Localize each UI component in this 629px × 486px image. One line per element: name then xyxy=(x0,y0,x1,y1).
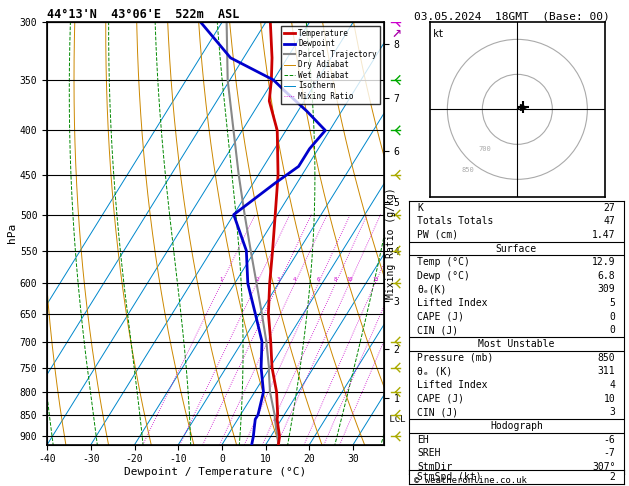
Y-axis label: km
ASL: km ASL xyxy=(410,223,428,244)
Text: Surface: Surface xyxy=(496,243,537,254)
Text: 6.8: 6.8 xyxy=(598,271,615,281)
Text: StmDir: StmDir xyxy=(418,462,453,472)
Text: 850: 850 xyxy=(461,167,474,174)
Text: Most Unstable: Most Unstable xyxy=(478,339,555,349)
Text: 1: 1 xyxy=(220,277,223,282)
Text: Lifted Index: Lifted Index xyxy=(418,298,488,308)
Text: CIN (J): CIN (J) xyxy=(418,407,459,417)
Text: CAPE (J): CAPE (J) xyxy=(418,312,464,322)
Text: 3: 3 xyxy=(277,277,281,282)
Y-axis label: hPa: hPa xyxy=(7,223,17,243)
Text: 2: 2 xyxy=(610,472,615,482)
Text: 4: 4 xyxy=(610,380,615,390)
Text: θₑ (K): θₑ (K) xyxy=(418,366,453,377)
Text: 10: 10 xyxy=(604,394,615,404)
Text: 47: 47 xyxy=(604,216,615,226)
Text: 6: 6 xyxy=(316,277,320,282)
Text: 309: 309 xyxy=(598,284,615,295)
Text: EH: EH xyxy=(418,434,429,445)
Text: 2: 2 xyxy=(255,277,259,282)
Text: StmSpd (kt): StmSpd (kt) xyxy=(418,472,482,482)
Text: -6: -6 xyxy=(604,434,615,445)
Text: © weatheronline.co.uk: © weatheronline.co.uk xyxy=(414,476,526,485)
Text: 700: 700 xyxy=(479,146,492,152)
Text: 03.05.2024  18GMT  (Base: 00): 03.05.2024 18GMT (Base: 00) xyxy=(414,12,610,22)
Text: ↗: ↗ xyxy=(391,23,401,41)
Text: 307°: 307° xyxy=(592,462,615,472)
Text: 8: 8 xyxy=(334,277,337,282)
X-axis label: Dewpoint / Temperature (°C): Dewpoint / Temperature (°C) xyxy=(125,467,306,477)
Text: Totals Totals: Totals Totals xyxy=(418,216,494,226)
Text: 850: 850 xyxy=(598,353,615,363)
Text: PW (cm): PW (cm) xyxy=(418,230,459,240)
Text: K: K xyxy=(418,203,423,212)
Text: Lifted Index: Lifted Index xyxy=(418,380,488,390)
Text: 27: 27 xyxy=(604,203,615,212)
Text: 10: 10 xyxy=(346,277,353,282)
Text: -7: -7 xyxy=(604,449,615,458)
Text: Mixing Ratio (g/kg): Mixing Ratio (g/kg) xyxy=(386,187,396,299)
Text: 1.47: 1.47 xyxy=(592,230,615,240)
Text: Hodograph: Hodograph xyxy=(490,421,543,431)
Text: 44°13'N  43°06'E  522m  ASL: 44°13'N 43°06'E 522m ASL xyxy=(47,8,240,21)
Text: Pressure (mb): Pressure (mb) xyxy=(418,353,494,363)
Text: θₑ(K): θₑ(K) xyxy=(418,284,447,295)
Text: CAPE (J): CAPE (J) xyxy=(418,394,464,404)
Legend: Temperature, Dewpoint, Parcel Trajectory, Dry Adiabat, Wet Adiabat, Isotherm, Mi: Temperature, Dewpoint, Parcel Trajectory… xyxy=(281,26,380,104)
Text: 311: 311 xyxy=(598,366,615,377)
Text: 12.9: 12.9 xyxy=(592,257,615,267)
Text: kt: kt xyxy=(433,29,445,39)
Text: Dewp (°C): Dewp (°C) xyxy=(418,271,470,281)
Text: 3: 3 xyxy=(610,407,615,417)
Text: 4: 4 xyxy=(293,277,296,282)
Text: LCL: LCL xyxy=(384,415,405,424)
Text: CIN (J): CIN (J) xyxy=(418,326,459,335)
Text: Temp (°C): Temp (°C) xyxy=(418,257,470,267)
Text: 0: 0 xyxy=(610,326,615,335)
Text: 5: 5 xyxy=(610,298,615,308)
Text: 0: 0 xyxy=(610,312,615,322)
Text: SREH: SREH xyxy=(418,449,441,458)
Text: 15: 15 xyxy=(372,277,378,282)
